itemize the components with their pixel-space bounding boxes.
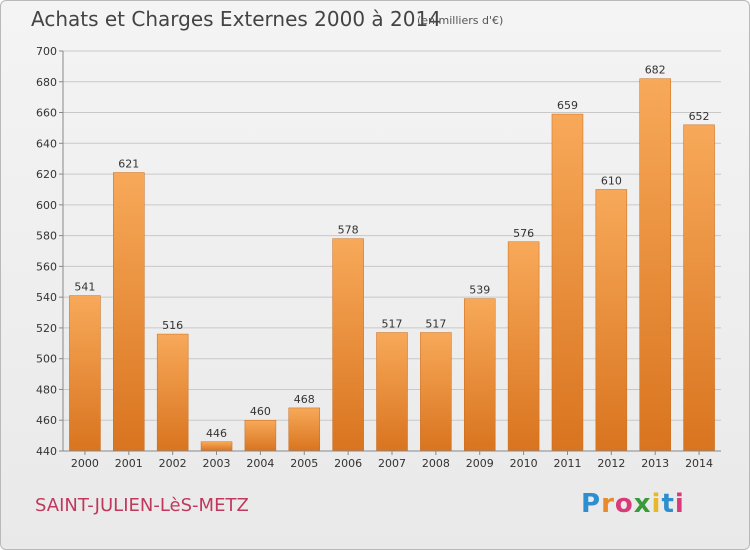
value-label-2006: 578	[338, 224, 359, 237]
y-tick-label: 700	[36, 45, 57, 58]
bar-2009	[463, 298, 496, 452]
proxiti-logo: Proxiti	[581, 489, 685, 519]
value-label-2012: 610	[601, 174, 622, 187]
bar-2002	[156, 333, 189, 452]
x-tick-label-2005: 2005	[290, 457, 318, 470]
value-label-2009: 539	[469, 284, 490, 297]
value-labels: 541 621 516 446 460 468 578 517 517 539 576 659 610 6…	[74, 64, 709, 440]
y-tick-label: 600	[36, 199, 57, 212]
value-label-2008: 517	[425, 318, 446, 331]
value-label-2014: 652	[689, 110, 710, 123]
value-label-2001: 621	[118, 158, 139, 171]
x-tick-label-2003: 2003	[203, 457, 231, 470]
y-tick-label: 620	[36, 168, 57, 181]
value-label-2013: 682	[645, 64, 666, 77]
x-tick-label-2001: 2001	[115, 457, 143, 470]
bar-2004	[244, 419, 277, 452]
axes: 440 460 480 500 520 540 560 580 600 620 640 660 680 7…	[36, 45, 721, 470]
y-tick-label: 580	[36, 230, 57, 243]
y-tick-label: 540	[36, 291, 57, 304]
chart-title: Achats et Charges Externes 2000 à 2014	[31, 7, 441, 31]
value-label-2007: 517	[382, 318, 403, 331]
x-tick-label-2009: 2009	[466, 457, 494, 470]
y-tick-label: 520	[36, 322, 57, 335]
x-tick-label-2010: 2010	[510, 457, 538, 470]
y-tick-label: 460	[36, 414, 57, 427]
x-tick-label-2002: 2002	[159, 457, 187, 470]
y-tick-label: 660	[36, 107, 57, 120]
value-label-2000: 541	[74, 281, 95, 294]
logo-letter: i	[651, 489, 662, 519]
bar-2001	[113, 172, 145, 452]
y-tick-label: 560	[36, 260, 57, 273]
bar-2012	[595, 189, 628, 452]
y-tick-label: 640	[36, 137, 57, 150]
logo-letter: r	[601, 489, 615, 519]
value-label-2004: 460	[250, 405, 271, 418]
x-tick-label-2014: 2014	[685, 457, 713, 470]
x-tick-label-2008: 2008	[422, 457, 450, 470]
bar-2014	[683, 124, 715, 452]
y-tick-label: 440	[36, 445, 57, 458]
logo-letter: x	[633, 489, 652, 519]
bar-2007	[376, 332, 408, 452]
y-tick-label: 500	[36, 353, 57, 366]
chart-unit: (en milliers d'€)	[417, 14, 504, 27]
value-label-2005: 468	[294, 393, 315, 406]
bar-2006	[332, 238, 364, 452]
x-tick-label-2011: 2011	[553, 457, 581, 470]
logo-letter: i	[674, 489, 685, 519]
bar-2008	[420, 332, 452, 452]
x-tick-label-2000: 2000	[71, 457, 99, 470]
logo-letter: P	[581, 489, 602, 519]
bar-2011	[551, 113, 584, 452]
bar-2003	[200, 441, 233, 452]
value-label-2003: 446	[206, 427, 227, 440]
bar-2013	[639, 78, 671, 452]
value-label-2011: 659	[557, 99, 578, 112]
value-label-2010: 576	[513, 227, 534, 240]
y-tick-label: 680	[36, 76, 57, 89]
y-tick-label: 480	[36, 383, 57, 396]
commune-name: SAINT-JULIEN-LèS-METZ	[35, 495, 249, 516]
logo-letter: o	[614, 489, 634, 519]
x-tick-label-2006: 2006	[334, 457, 362, 470]
bar-2000	[69, 295, 101, 452]
x-tick-label-2004: 2004	[246, 457, 274, 470]
x-tick-label-2013: 2013	[641, 457, 669, 470]
x-tick-label-2007: 2007	[378, 457, 406, 470]
bar-2010	[507, 241, 540, 452]
x-tick-label-2012: 2012	[597, 457, 625, 470]
logo-letter: t	[661, 489, 675, 519]
value-label-2002: 516	[162, 319, 183, 332]
bar-2005	[288, 407, 321, 452]
